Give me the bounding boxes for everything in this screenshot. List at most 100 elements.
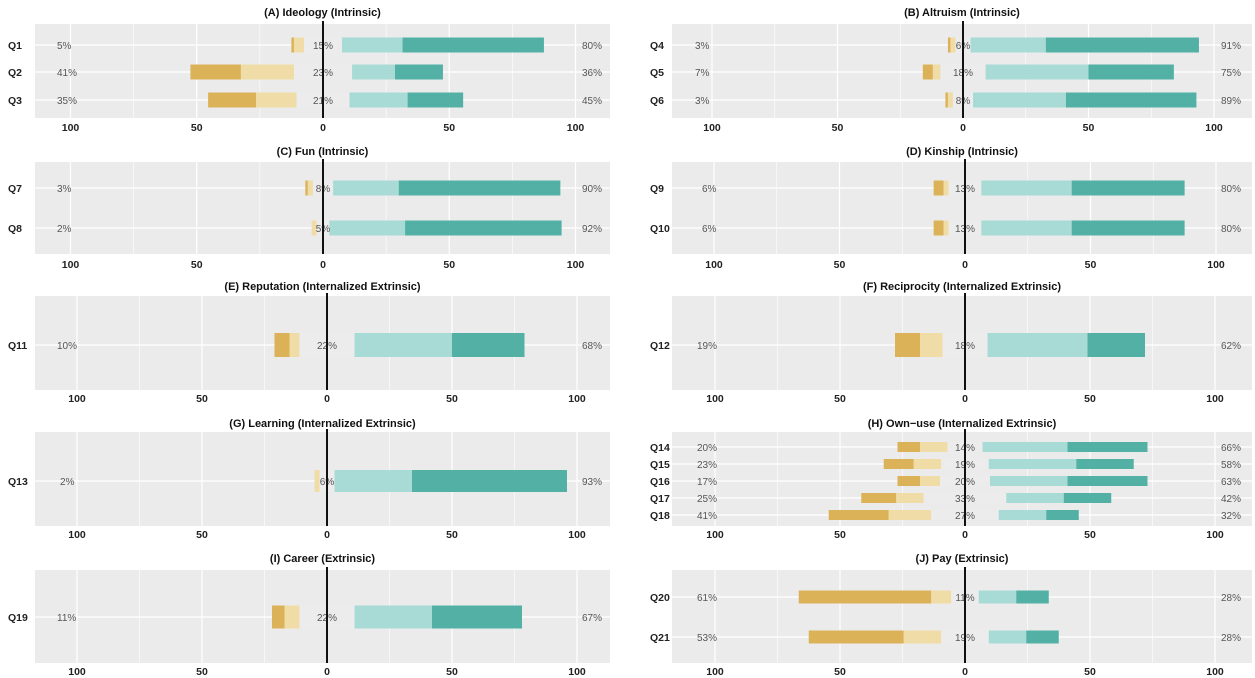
panel-title: (I) Career (Extrinsic) bbox=[270, 553, 375, 565]
positive-percent-label: 36% bbox=[582, 68, 602, 79]
positive-bar bbox=[1006, 493, 1064, 503]
negative-percent-label: 19% bbox=[697, 341, 717, 352]
x-tick-label: 0 bbox=[962, 393, 968, 405]
panel-title: (C) Fun (Intrinsic) bbox=[277, 146, 369, 158]
positive-percent-label: 28% bbox=[1221, 593, 1241, 604]
negative-percent-label: 35% bbox=[57, 96, 77, 107]
negative-bar bbox=[289, 333, 300, 357]
x-tick-label: 50 bbox=[446, 529, 458, 541]
x-tick-label: 50 bbox=[446, 393, 458, 405]
x-tick-label: 50 bbox=[834, 529, 846, 541]
strong-negative-bar bbox=[291, 37, 294, 53]
positive-percent-label: 28% bbox=[1221, 633, 1241, 644]
panel-title: (A) Ideology (Intrinsic) bbox=[264, 7, 381, 19]
strong-negative-bar bbox=[895, 333, 920, 357]
question-label: Q3 bbox=[8, 95, 22, 107]
strong-positive-bar bbox=[398, 180, 561, 196]
negative-bar bbox=[931, 590, 952, 604]
strong-negative-bar bbox=[897, 442, 920, 452]
strong-negative-bar bbox=[305, 180, 308, 196]
positive-bar bbox=[341, 37, 403, 53]
strong-positive-bar bbox=[432, 605, 522, 629]
x-tick-label: 50 bbox=[196, 529, 208, 541]
panel-i: (I) Career (Extrinsic)Q1911%22%67%100500… bbox=[8, 553, 610, 678]
strong-negative-bar bbox=[808, 630, 904, 644]
x-tick-label: 100 bbox=[62, 122, 80, 134]
panel-title: (D) Kinship (Intrinsic) bbox=[906, 146, 1018, 158]
question-label: Q1 bbox=[8, 40, 22, 52]
negative-bar bbox=[947, 92, 953, 108]
x-tick-label: 0 bbox=[962, 666, 968, 678]
positive-bar bbox=[998, 510, 1047, 520]
positive-bar bbox=[988, 459, 1077, 469]
x-tick-label: 50 bbox=[1084, 393, 1096, 405]
question-label: Q5 bbox=[650, 67, 664, 79]
panel-title: (E) Reputation (Internalized Extrinsic) bbox=[224, 281, 421, 293]
panel-title: (J) Pay (Extrinsic) bbox=[916, 553, 1009, 565]
question-label: Q14 bbox=[650, 442, 670, 454]
strong-negative-bar bbox=[828, 510, 889, 520]
positive-percent-label: 45% bbox=[582, 96, 602, 107]
positive-percent-label: 58% bbox=[1221, 460, 1241, 471]
positive-percent-label: 92% bbox=[582, 224, 602, 235]
strong-negative-bar bbox=[947, 37, 951, 53]
x-tick-label: 50 bbox=[191, 122, 203, 134]
panel-e: (E) Reputation (Internalized Extrinsic) Q… bbox=[8, 281, 610, 405]
strong-positive-bar bbox=[1065, 92, 1197, 108]
panel-a: (A) Ideology (Intrinsic)Q15%15%80%Q241%2… bbox=[8, 7, 610, 134]
positive-percent-label: 42% bbox=[1221, 494, 1241, 505]
negative-bar bbox=[896, 493, 924, 503]
positive-bar bbox=[988, 630, 1027, 644]
strong-positive-bar bbox=[452, 333, 525, 357]
negative-bar bbox=[314, 470, 320, 492]
positive-bar bbox=[354, 333, 452, 357]
negative-bar bbox=[943, 180, 949, 196]
x-tick-label: 0 bbox=[324, 393, 330, 405]
positive-bar bbox=[329, 220, 406, 236]
negative-bar bbox=[293, 37, 305, 53]
positive-percent-label: 67% bbox=[582, 613, 602, 624]
negative-percent-label: 6% bbox=[702, 184, 717, 195]
question-label: Q18 bbox=[650, 510, 670, 522]
positive-percent-label: 75% bbox=[1221, 68, 1241, 79]
panel-j: (J) Pay (Extrinsic)Q2061%11%28%Q2153%19%… bbox=[650, 553, 1252, 678]
strong-positive-bar bbox=[1071, 220, 1185, 236]
x-tick-label: 100 bbox=[68, 393, 86, 405]
negative-bar bbox=[256, 92, 297, 108]
x-tick-label: 50 bbox=[443, 259, 455, 271]
x-tick-label: 0 bbox=[962, 259, 968, 271]
negative-percent-label: 41% bbox=[697, 511, 717, 522]
x-tick-label: 100 bbox=[62, 259, 80, 271]
negative-percent-label: 11% bbox=[57, 613, 76, 624]
question-label: Q16 bbox=[650, 476, 670, 488]
strong-positive-bar bbox=[407, 92, 464, 108]
x-tick-label: 0 bbox=[320, 122, 326, 134]
question-label: Q10 bbox=[650, 223, 670, 235]
negative-bar bbox=[888, 510, 932, 520]
x-tick-label: 0 bbox=[324, 529, 330, 541]
strong-positive-bar bbox=[1067, 442, 1148, 452]
question-label: Q9 bbox=[650, 183, 664, 195]
panel-background bbox=[672, 570, 1252, 663]
strong-positive-bar bbox=[1046, 510, 1079, 520]
panel-b: (B) Altruism (Intrinsic)Q43%6%91%Q57%18%… bbox=[650, 7, 1252, 134]
positive-percent-label: 63% bbox=[1221, 477, 1241, 488]
positive-bar bbox=[978, 590, 1017, 604]
strong-negative-bar bbox=[798, 590, 932, 604]
question-label: Q19 bbox=[8, 612, 28, 624]
question-label: Q12 bbox=[650, 340, 670, 352]
negative-percent-label: 6% bbox=[702, 224, 717, 235]
panel-title: (H) Own−use (Internalized Extrinsic) bbox=[868, 418, 1057, 430]
strong-negative-bar bbox=[945, 92, 948, 108]
negative-percent-label: 5% bbox=[57, 41, 72, 52]
negative-percent-label: 10% bbox=[57, 341, 77, 352]
negative-percent-label: 53% bbox=[697, 633, 717, 644]
panel-title: (B) Altruism (Intrinsic) bbox=[904, 7, 1020, 19]
strong-negative-bar bbox=[933, 220, 944, 236]
x-tick-label: 50 bbox=[1085, 259, 1097, 271]
panel-g: (G) Learning (Internalized Extrinsic) Q13… bbox=[8, 418, 610, 541]
x-tick-label: 0 bbox=[320, 259, 326, 271]
positive-bar bbox=[970, 37, 1046, 53]
x-tick-label: 100 bbox=[703, 122, 721, 134]
x-tick-label: 100 bbox=[706, 666, 724, 678]
